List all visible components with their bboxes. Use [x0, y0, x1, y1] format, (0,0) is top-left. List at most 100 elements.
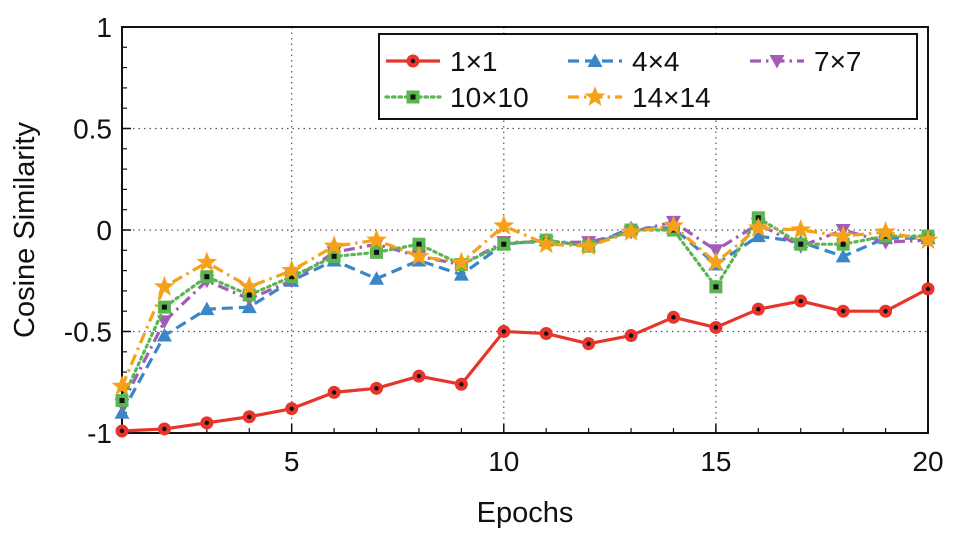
legend-box — [378, 33, 918, 120]
data-point — [709, 320, 723, 334]
data-point — [200, 270, 214, 284]
data-point — [408, 245, 430, 266]
data-point — [450, 251, 472, 272]
data-point — [156, 328, 172, 342]
y-tick-label: 1 — [96, 12, 112, 43]
data-point — [242, 410, 256, 424]
data-point — [370, 381, 384, 395]
data-point — [747, 216, 769, 237]
axis-ticks: -1-0.500.515 10 15 20 — [64, 12, 944, 477]
series-line — [121, 287, 929, 433]
legend-item: 1×1 — [386, 46, 498, 77]
marker-core — [289, 274, 295, 280]
data-point — [323, 235, 345, 256]
data-point — [832, 225, 854, 245]
legend-item: 14×14 — [568, 82, 711, 113]
marker-core — [331, 253, 337, 259]
data-point — [751, 302, 765, 316]
marker-core — [410, 94, 416, 100]
data-point — [836, 304, 850, 318]
y-tick-label: -1 — [87, 418, 112, 449]
data-point — [153, 275, 175, 296]
legend-item: 7×7 — [750, 46, 862, 77]
data-point — [835, 248, 851, 263]
marker-dot — [247, 414, 252, 419]
data-point — [663, 214, 684, 235]
data-point — [879, 304, 893, 318]
marker-dot — [331, 390, 337, 395]
y-tick-label: -0.5 — [64, 317, 112, 348]
legend-item: 4×4 — [568, 46, 680, 77]
legend-label: 7×7 — [814, 46, 862, 77]
legend-marker — [406, 54, 420, 68]
data-point — [238, 275, 260, 296]
data-point — [578, 235, 600, 256]
marker-dot — [883, 309, 888, 314]
marker-dot — [798, 298, 803, 304]
series-group — [111, 211, 939, 438]
x-tick-label: 15 — [700, 446, 731, 477]
data-point — [709, 280, 723, 294]
data-point — [539, 327, 553, 341]
marker-dot — [119, 428, 125, 434]
data-point — [454, 377, 468, 391]
series-14x14 — [111, 214, 939, 396]
marker-dot — [713, 325, 719, 330]
data-point — [370, 245, 384, 259]
series-line — [120, 226, 928, 414]
x-tick-label: 10 — [488, 446, 519, 477]
marker-dot — [628, 333, 634, 338]
data-point — [196, 251, 218, 272]
data-point — [412, 369, 426, 383]
data-point — [199, 301, 215, 316]
y-tick-label: 0 — [96, 215, 112, 246]
marker-dot — [374, 386, 379, 391]
data-point — [666, 310, 680, 324]
legend-label: 14×14 — [632, 82, 711, 113]
data-point — [111, 375, 133, 396]
marker-dot — [289, 406, 294, 411]
data-point — [369, 271, 385, 285]
x-axis-title: Epochs — [477, 497, 574, 529]
x-tick-label: 5 — [284, 446, 300, 477]
legend: 1×1 4×4 7×7 10×10 14×14 — [378, 33, 918, 120]
marker-dot — [925, 286, 931, 292]
data-point — [750, 228, 766, 243]
legend-label: 10×10 — [450, 82, 529, 113]
data-point — [708, 244, 724, 258]
marker-core — [161, 304, 167, 310]
data-point — [497, 237, 511, 251]
data-point — [582, 337, 596, 351]
data-point — [327, 385, 341, 399]
data-point — [493, 214, 515, 235]
data-point — [115, 394, 129, 408]
data-point — [412, 237, 426, 251]
marker-core — [204, 274, 210, 280]
data-point — [200, 416, 214, 430]
marker-core — [798, 241, 804, 247]
data-point — [917, 229, 939, 250]
series-4x4 — [114, 220, 936, 419]
legend-item: 10×10 — [384, 82, 529, 113]
marker-dot — [756, 306, 761, 312]
marker-dot — [501, 329, 506, 334]
data-point — [921, 282, 935, 296]
y-axis-title: Cosine Similarity — [9, 122, 41, 338]
data-point — [535, 233, 557, 254]
data-point — [790, 219, 812, 239]
marker-dot — [840, 309, 846, 314]
legend-marker — [769, 55, 785, 69]
series-line — [120, 216, 930, 403]
marker-dot — [162, 426, 167, 432]
data-point — [794, 294, 808, 308]
marker-core — [501, 241, 507, 247]
data-point — [497, 325, 511, 338]
data-point — [281, 259, 303, 280]
marker-dot — [459, 382, 464, 387]
legend-label: 4×4 — [632, 46, 680, 77]
marker-dot — [204, 420, 210, 426]
marker-dot — [410, 58, 416, 64]
x-tick-label: 20 — [912, 446, 943, 477]
legend-marker — [584, 86, 606, 106]
